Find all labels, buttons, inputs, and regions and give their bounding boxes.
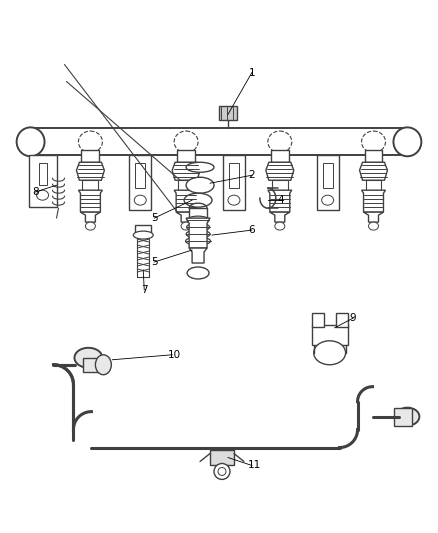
Bar [31, 128, 407, 155]
Ellipse shape [85, 222, 95, 230]
Bar [312, 325, 348, 345]
Ellipse shape [186, 230, 210, 238]
Text: 4: 4 [278, 195, 284, 205]
Bar [210, 449, 234, 465]
Polygon shape [186, 218, 210, 248]
Bar [189, 208, 207, 218]
Ellipse shape [314, 341, 346, 365]
Ellipse shape [268, 131, 292, 152]
Polygon shape [172, 162, 200, 180]
Bar [364, 150, 382, 162]
Ellipse shape [186, 177, 214, 193]
Bar [229, 163, 239, 188]
Ellipse shape [174, 131, 198, 152]
Ellipse shape [361, 131, 385, 152]
Polygon shape [361, 190, 385, 212]
Polygon shape [81, 212, 100, 222]
Bar [312, 313, 324, 327]
Text: 5: 5 [152, 257, 158, 267]
Ellipse shape [368, 222, 378, 230]
Ellipse shape [228, 195, 240, 205]
Ellipse shape [95, 355, 111, 375]
Bar [336, 313, 348, 327]
Bar [178, 180, 194, 190]
Polygon shape [360, 162, 388, 180]
Text: 2: 2 [248, 170, 254, 180]
Ellipse shape [134, 195, 146, 205]
Ellipse shape [37, 190, 49, 200]
Ellipse shape [187, 223, 209, 231]
Ellipse shape [214, 464, 230, 480]
Bar [129, 155, 151, 210]
Bar [135, 163, 145, 188]
Bar [395, 408, 413, 425]
Ellipse shape [393, 127, 421, 156]
Bar [271, 150, 289, 162]
Ellipse shape [187, 216, 209, 224]
Ellipse shape [218, 467, 226, 475]
Bar [81, 150, 99, 162]
Text: 6: 6 [248, 225, 254, 235]
Bar [323, 163, 332, 188]
Ellipse shape [321, 195, 334, 205]
Bar [28, 155, 57, 207]
Bar [177, 150, 195, 162]
Text: 5: 5 [152, 213, 158, 223]
Text: 11: 11 [248, 461, 261, 471]
Ellipse shape [187, 267, 209, 279]
Text: 10: 10 [168, 350, 181, 360]
Ellipse shape [186, 237, 211, 245]
Ellipse shape [133, 231, 153, 239]
Text: 9: 9 [350, 313, 356, 323]
Ellipse shape [396, 408, 419, 425]
Bar [272, 180, 288, 190]
Bar [317, 155, 339, 210]
Ellipse shape [78, 131, 102, 152]
Polygon shape [77, 162, 104, 180]
Bar [366, 180, 381, 190]
Text: 7: 7 [141, 285, 148, 295]
Polygon shape [78, 190, 102, 212]
Ellipse shape [275, 222, 285, 230]
Bar [83, 358, 103, 372]
Polygon shape [266, 162, 294, 180]
Bar [223, 155, 245, 210]
Bar [219, 107, 237, 120]
Text: 1: 1 [249, 68, 255, 77]
Polygon shape [268, 190, 292, 212]
Polygon shape [174, 190, 198, 212]
Bar [135, 225, 151, 235]
Ellipse shape [186, 162, 214, 172]
Bar [82, 180, 99, 190]
Ellipse shape [74, 348, 102, 368]
Text: 8: 8 [32, 187, 39, 197]
Polygon shape [176, 212, 196, 222]
Polygon shape [270, 212, 290, 222]
Polygon shape [364, 212, 384, 222]
Ellipse shape [181, 222, 191, 230]
Bar [39, 163, 46, 185]
Ellipse shape [17, 127, 45, 156]
Polygon shape [189, 248, 207, 263]
Ellipse shape [184, 193, 212, 207]
